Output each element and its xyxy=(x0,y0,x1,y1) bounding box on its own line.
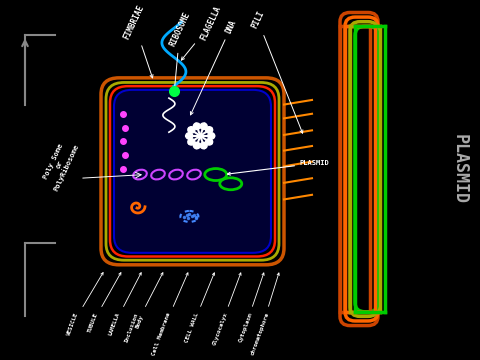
Text: PLASMID: PLASMID xyxy=(451,134,469,204)
Circle shape xyxy=(205,139,213,145)
Text: LAMELLA: LAMELLA xyxy=(108,273,141,337)
Text: FLAGELLA: FLAGELLA xyxy=(181,5,223,60)
Text: chromatophore: chromatophore xyxy=(250,273,279,356)
Text: Glycocalyx: Glycocalyx xyxy=(211,273,241,346)
Text: TUBULE: TUBULE xyxy=(87,273,121,333)
Circle shape xyxy=(186,132,193,139)
Text: CELL WALL: CELL WALL xyxy=(184,273,215,343)
Text: Cell Membrane: Cell Membrane xyxy=(151,273,188,356)
Circle shape xyxy=(188,139,195,145)
Text: Poly Some
or
PolyRibosome: Poly Some or PolyRibosome xyxy=(40,137,80,192)
Text: Cytoplasm: Cytoplasm xyxy=(238,273,264,343)
Text: Inclusion
Body: Inclusion Body xyxy=(124,273,163,345)
FancyBboxPatch shape xyxy=(114,90,271,253)
Text: DNA: DNA xyxy=(191,18,238,115)
Circle shape xyxy=(193,142,200,149)
Text: PILI: PILI xyxy=(250,10,303,133)
Text: FIMBRIAE: FIMBRIAE xyxy=(122,3,153,78)
Text: VESICLE: VESICLE xyxy=(66,273,103,337)
Text: RIBOSOME: RIBOSOME xyxy=(168,10,192,91)
Circle shape xyxy=(193,123,200,130)
Circle shape xyxy=(200,142,207,149)
Circle shape xyxy=(208,132,215,139)
Text: PLASMID: PLASMID xyxy=(228,160,330,175)
Circle shape xyxy=(188,127,195,133)
Circle shape xyxy=(200,123,207,130)
Circle shape xyxy=(205,127,213,133)
